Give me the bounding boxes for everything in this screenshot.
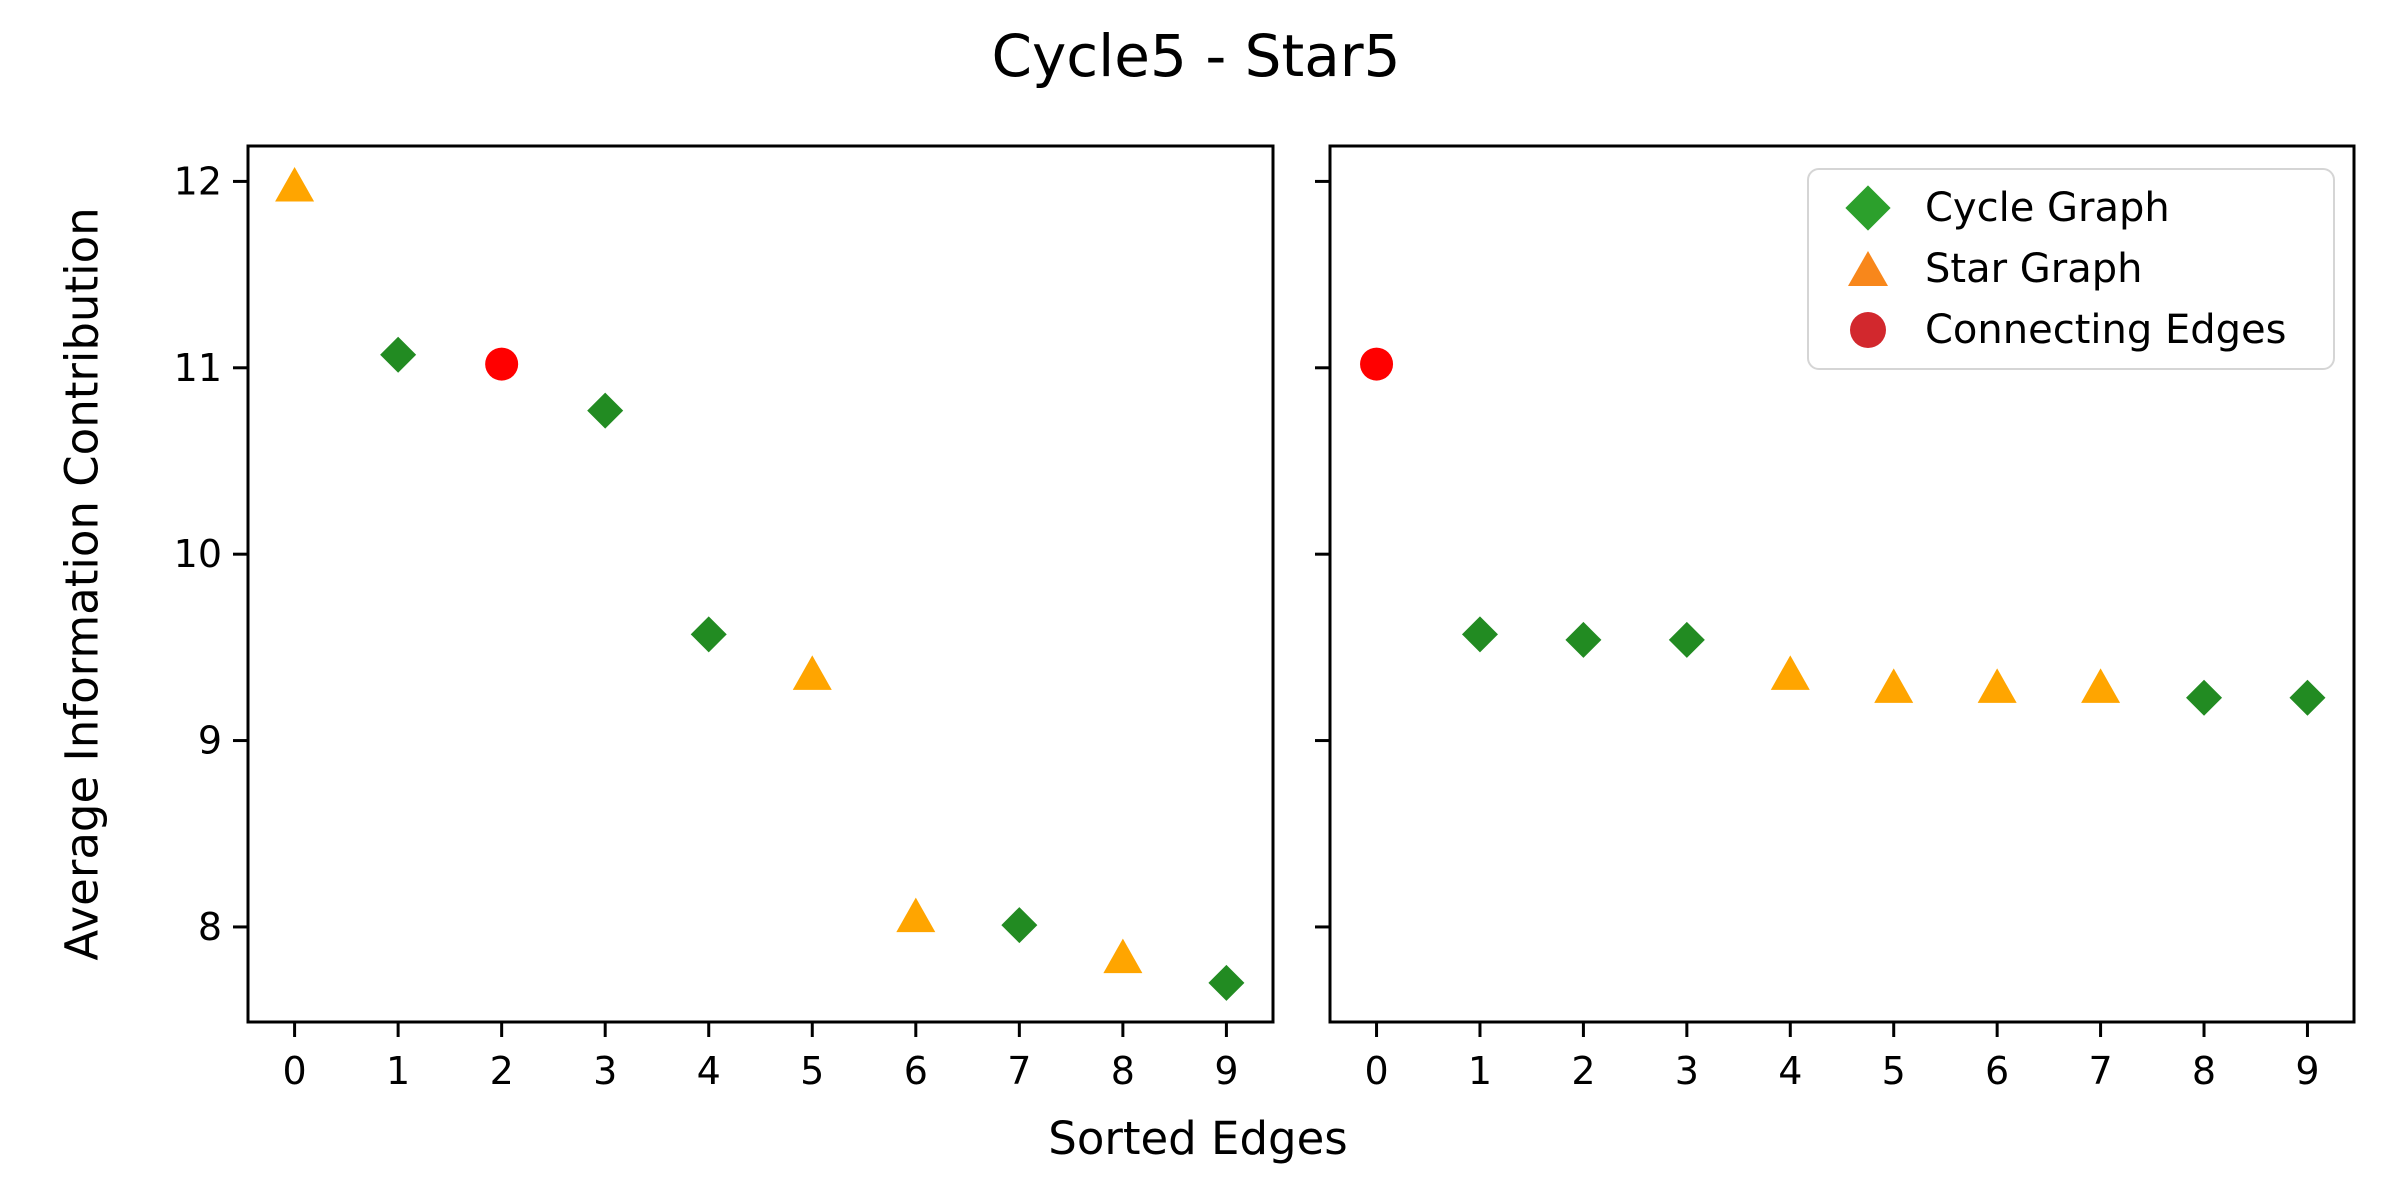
x-tick-label: 2 <box>490 1049 514 1093</box>
x-tick-label: 7 <box>2088 1049 2112 1093</box>
left-subplot-spines <box>246 144 1275 1024</box>
data-point <box>1103 938 1143 974</box>
legend-marker-cell <box>1829 251 1907 287</box>
y-tick-label: 11 <box>174 346 222 390</box>
legend-item-connecting-edges: Connecting Edges <box>1829 301 2323 359</box>
x-tick-label: 8 <box>1111 1049 1135 1093</box>
data-point <box>1874 668 1914 703</box>
x-tick-label: 3 <box>1675 1049 1699 1093</box>
x-tick-label: 6 <box>1985 1049 2009 1093</box>
x-tick-label: 4 <box>697 1049 721 1093</box>
data-point <box>380 336 417 373</box>
x-tick-label: 1 <box>1468 1049 1492 1093</box>
diamond-icon <box>1845 185 1891 231</box>
x-tick-label: 4 <box>1778 1049 1802 1093</box>
legend-item-star-graph: Star Graph <box>1829 240 2323 298</box>
x-tick-label: 9 <box>1214 1049 1238 1093</box>
y-tick-label: 9 <box>198 719 222 763</box>
x-tick-label: 3 <box>593 1049 617 1093</box>
x-tick-label: 5 <box>800 1049 824 1093</box>
data-point <box>1360 347 1394 381</box>
data-point <box>2289 679 2326 716</box>
data-point <box>896 897 936 933</box>
data-point <box>792 655 832 690</box>
x-tick-label: 9 <box>2295 1049 2319 1093</box>
x-tick-label: 8 <box>2192 1049 2216 1093</box>
right-subplot-spines <box>1328 144 2356 1024</box>
x-tick-label: 5 <box>1882 1049 1906 1093</box>
data-point <box>2186 679 2223 716</box>
data-point <box>1770 655 1810 690</box>
legend-label: Cycle Graph <box>1925 185 2170 232</box>
circle-icon <box>1850 311 1886 348</box>
data-point <box>587 392 624 429</box>
data-point <box>1668 621 1705 658</box>
data-point <box>1001 907 1038 944</box>
legend-label: Connecting Edges <box>1925 306 2287 353</box>
legend: Cycle Graph Star Graph Connecting Edges <box>1807 168 2335 370</box>
legend-marker-cell <box>1829 185 1907 231</box>
legend-label: Star Graph <box>1925 245 2143 292</box>
data-point <box>690 616 727 653</box>
x-axis-label: Sorted Edges <box>1048 1112 1348 1165</box>
x-tick-label: 1 <box>386 1049 410 1093</box>
y-tick-label: 8 <box>198 905 222 949</box>
x-tick-label: 6 <box>904 1049 928 1093</box>
data-point <box>275 167 315 202</box>
y-tick-label: 12 <box>174 159 222 203</box>
x-tick-label: 0 <box>1364 1049 1388 1093</box>
data-point <box>1977 668 2017 703</box>
y-tick-label: 10 <box>174 532 222 576</box>
chart-title: Cycle5 - Star5 <box>991 22 1401 90</box>
data-point <box>2081 668 2121 703</box>
x-tick-label: 7 <box>1007 1049 1031 1093</box>
x-tick-label: 0 <box>282 1049 306 1093</box>
x-tick-label: 2 <box>1571 1049 1595 1093</box>
data-point <box>485 347 519 381</box>
data-point <box>1461 616 1498 653</box>
y-axis-label: Average Information Contribution <box>55 207 109 961</box>
legend-item-cycle-graph: Cycle Graph <box>1829 179 2323 237</box>
legend-marker-cell <box>1829 311 1907 348</box>
data-point <box>1208 964 1245 1001</box>
triangle-icon <box>1848 251 1888 287</box>
data-point <box>1565 621 1602 658</box>
